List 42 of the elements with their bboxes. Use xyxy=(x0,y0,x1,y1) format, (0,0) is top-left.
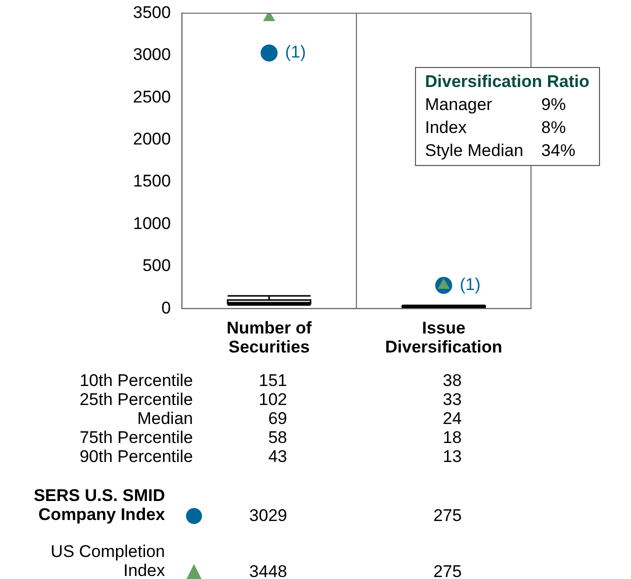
annotation: Index xyxy=(425,117,468,139)
x-tick-label: Issue Diversification xyxy=(385,318,502,356)
x-tick-label: Number of Securities xyxy=(226,318,312,356)
text: 8% xyxy=(541,117,567,139)
text: 151 xyxy=(258,371,288,390)
data-label: 3448 xyxy=(249,562,288,579)
text: 102 xyxy=(258,390,288,409)
text: 75th Percentile xyxy=(80,428,193,447)
annotation: (1) xyxy=(460,275,480,294)
data-label: 275 xyxy=(433,562,462,579)
y-tick-label: 2500 xyxy=(132,87,171,106)
y-tick-label: 3500 xyxy=(132,2,171,22)
y-tick-label: 0 xyxy=(161,298,171,318)
text: 10th Percentile xyxy=(80,371,193,390)
annotation: Diversification Ratio xyxy=(425,71,590,93)
text: 90th Percentile xyxy=(80,447,193,466)
text: 43 xyxy=(268,447,288,466)
annotation: Style Median xyxy=(425,140,524,162)
data-label: 3029 xyxy=(249,506,288,525)
y-tick-label: 3000 xyxy=(132,45,171,64)
y-tick-label: 500 xyxy=(142,256,171,276)
annotation: Manager xyxy=(425,94,494,116)
text: 58 xyxy=(268,428,288,447)
y-tick-label: 1000 xyxy=(132,214,171,233)
point xyxy=(263,13,275,22)
text: 13 xyxy=(442,447,462,466)
legend-label: US Completion Index xyxy=(50,542,165,579)
text: 18 xyxy=(442,428,462,447)
text: 69 xyxy=(268,409,288,428)
y-tick-label: 1500 xyxy=(132,172,171,191)
text: Median xyxy=(137,409,193,428)
point xyxy=(260,44,278,62)
data-label: 275 xyxy=(433,506,462,525)
text: 33 xyxy=(442,390,462,409)
text: 38 xyxy=(442,371,462,390)
text: 9% xyxy=(541,94,567,116)
annotation: (1) xyxy=(285,42,306,62)
text: 34% xyxy=(541,140,576,162)
legend-label: SERS U.S. SMID Company Index xyxy=(32,486,165,524)
y-tick-label: 2000 xyxy=(132,129,171,148)
text: 24 xyxy=(442,409,462,428)
text: 25th Percentile xyxy=(80,390,193,409)
